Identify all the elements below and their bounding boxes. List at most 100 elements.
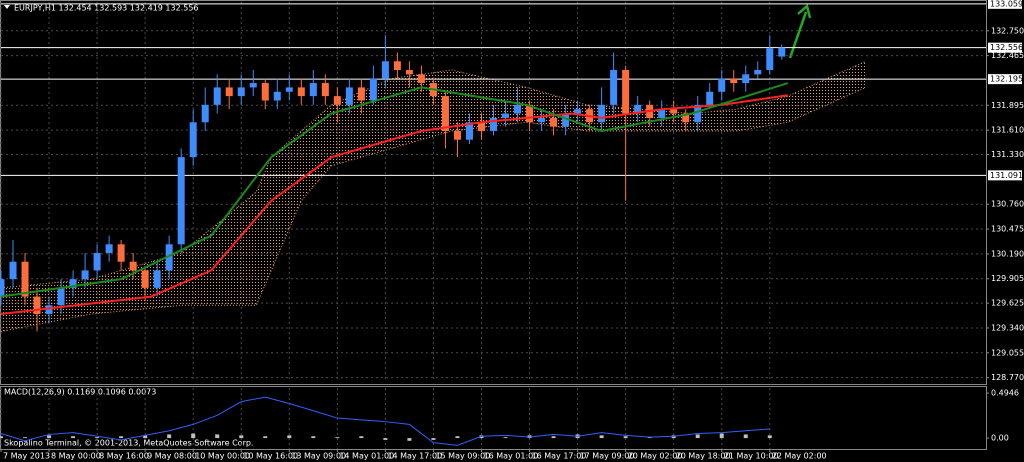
macd-bar bbox=[311, 436, 316, 439]
level-label: 132.556 bbox=[990, 43, 1023, 52]
candle-body bbox=[538, 117, 546, 123]
moving-average bbox=[0, 82, 789, 298]
y-tick-label: 132.465 bbox=[991, 51, 1024, 60]
candle-body bbox=[129, 261, 137, 271]
cloud-edge bbox=[0, 60, 867, 289]
menu-triangle bbox=[4, 5, 10, 9]
macd-bar bbox=[191, 433, 196, 439]
y-tick-label: 129.055 bbox=[991, 348, 1024, 357]
candle-body bbox=[189, 122, 197, 158]
macd-bar bbox=[455, 436, 460, 439]
candle-body bbox=[369, 78, 377, 101]
y-tick-label: 128.770 bbox=[991, 373, 1024, 382]
candle-body bbox=[9, 261, 17, 280]
macd-bar bbox=[503, 437, 508, 439]
cloud-segment bbox=[787, 61, 866, 123]
cloud-segment bbox=[736, 96, 788, 131]
y-tick-label: 129.625 bbox=[991, 299, 1024, 308]
candle-body bbox=[21, 261, 29, 297]
candle-body bbox=[357, 87, 365, 101]
macd-bar bbox=[719, 433, 724, 439]
candle-body bbox=[141, 270, 149, 288]
candle-body bbox=[297, 87, 305, 97]
candle-body bbox=[321, 83, 329, 97]
x-tick-label: 10 May 16:00 bbox=[243, 452, 298, 461]
y-tick-label: 132.750 bbox=[991, 26, 1024, 35]
candle-body bbox=[105, 244, 113, 254]
macd-bar bbox=[71, 436, 76, 439]
candle-body bbox=[441, 96, 449, 131]
macd-bar bbox=[383, 438, 388, 440]
macd-bar bbox=[263, 436, 268, 439]
candle-body bbox=[754, 69, 762, 75]
x-tick-label: 20 May 02:00 bbox=[628, 452, 683, 461]
candle-body bbox=[45, 305, 53, 315]
macd-bar bbox=[407, 438, 412, 441]
macd-bar bbox=[143, 435, 148, 439]
candle-body bbox=[69, 279, 77, 288]
x-tick-label: 9 May 08:00 bbox=[147, 452, 197, 461]
macd-line bbox=[0, 396, 770, 446]
y-tick-label: 129.340 bbox=[991, 323, 1024, 332]
candle-body bbox=[405, 69, 413, 75]
cloud-segment bbox=[586, 104, 692, 131]
candle-body bbox=[718, 78, 726, 92]
candle-body bbox=[93, 253, 101, 271]
candle-body bbox=[249, 83, 257, 88]
candle-body bbox=[682, 113, 690, 123]
macd-bar bbox=[431, 438, 436, 440]
candle-body bbox=[502, 113, 510, 118]
macd-bar bbox=[215, 434, 220, 439]
level-label-box bbox=[988, 170, 1022, 181]
candle-body bbox=[57, 287, 65, 306]
cloud-segment bbox=[691, 109, 737, 131]
macd-bar bbox=[239, 435, 244, 439]
candle-body bbox=[610, 69, 618, 105]
x-tick-label: 8 May 16:00 bbox=[99, 452, 149, 461]
candle-body bbox=[742, 74, 750, 84]
candle-body bbox=[658, 109, 666, 118]
macd-bar bbox=[359, 436, 364, 439]
x-tick-label: 21 May 10:00 bbox=[724, 452, 779, 461]
x-tick-label: 15 May 09:00 bbox=[435, 452, 490, 461]
macd-bar bbox=[551, 436, 556, 439]
y-tick-label: 0.4946 bbox=[991, 389, 1019, 398]
candle-body bbox=[33, 296, 41, 315]
macd-bar bbox=[47, 435, 52, 439]
candle-body bbox=[81, 270, 89, 280]
candle-body bbox=[177, 157, 185, 245]
candle-body bbox=[333, 96, 341, 105]
candle-body bbox=[490, 117, 497, 131]
candle-body bbox=[477, 122, 485, 131]
x-tick-label: 14 May 17:00 bbox=[387, 452, 442, 461]
x-tick-label: 16 May 01:00 bbox=[483, 452, 538, 461]
candle-body bbox=[622, 69, 630, 114]
macd-bar bbox=[167, 434, 172, 439]
x-tick-label: 20 May 18:00 bbox=[676, 452, 731, 461]
x-tick-label: 7 May 2013 bbox=[3, 452, 50, 461]
macd-bar bbox=[0, 436, 3, 439]
cloud-segment bbox=[256, 157, 272, 306]
candle-body bbox=[694, 104, 702, 123]
candle-body bbox=[465, 122, 473, 140]
candle-body bbox=[730, 78, 738, 84]
y-tick-label: 131.330 bbox=[991, 150, 1024, 159]
macd-title: MACD(12,26,9) 0.1169 0.1096 0.0073 bbox=[4, 388, 156, 397]
moving-average bbox=[0, 94, 788, 316]
level-label: 132.195 bbox=[990, 75, 1023, 84]
macd-bar bbox=[335, 437, 340, 439]
candle-body bbox=[201, 104, 209, 123]
candle-body bbox=[285, 87, 293, 92]
macd-bar bbox=[599, 435, 604, 439]
candle-body bbox=[598, 104, 606, 123]
candle-body bbox=[574, 109, 582, 114]
candle-body bbox=[766, 48, 774, 70]
candle-body bbox=[381, 61, 389, 79]
x-tick-label: 8 May 00:00 bbox=[51, 452, 101, 461]
copyright: Skopalino Terminal, © 2001-2013, MetaQuo… bbox=[4, 439, 253, 448]
candle-body bbox=[393, 61, 401, 70]
candle-body bbox=[117, 244, 125, 262]
cloud-edge bbox=[0, 86, 867, 332]
x-tick-label: 10 May 00:00 bbox=[195, 452, 250, 461]
